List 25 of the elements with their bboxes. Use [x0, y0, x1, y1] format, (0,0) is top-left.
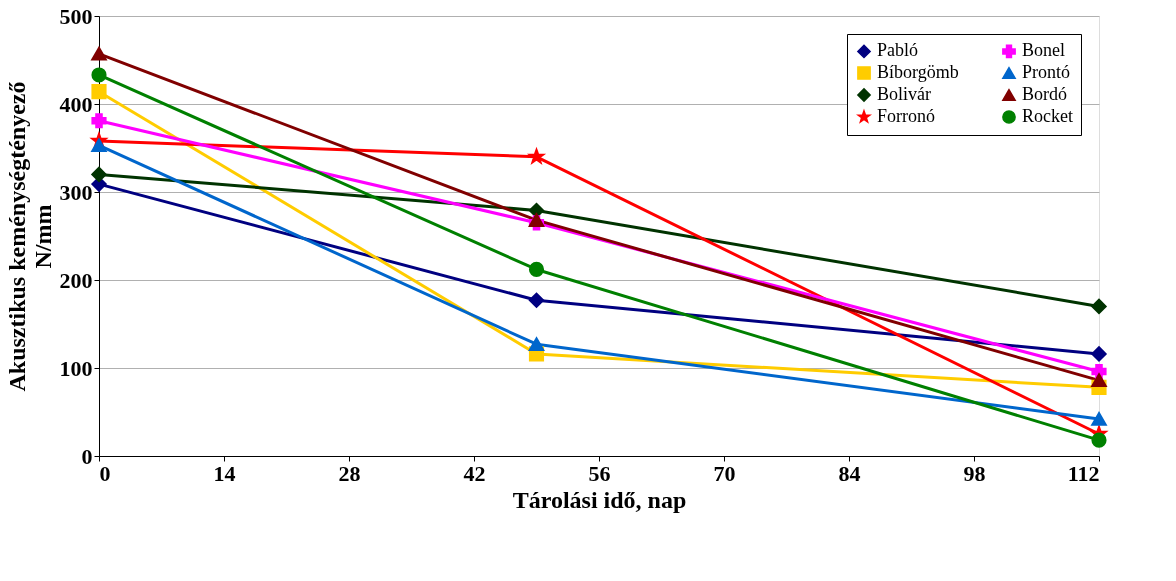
legend-label: Bolivár: [877, 84, 931, 104]
legend-label: Bordó: [1022, 84, 1067, 104]
y-tick-label: 0: [81, 443, 93, 469]
y-tick-label: 100: [59, 355, 93, 381]
x-tick-label: 14: [213, 460, 236, 486]
x-tick-label: 112: [1067, 460, 1100, 486]
y-tick-label: 300: [59, 179, 93, 205]
x-tick-label: 84: [838, 460, 861, 486]
legend-label: Bonel: [1022, 40, 1065, 61]
x-tick-label: 56: [588, 460, 611, 486]
y-tick-label: 400: [59, 91, 93, 117]
x-axis-title: Tárolási idő, nap: [512, 486, 687, 513]
x-tick-label: 28: [338, 460, 361, 486]
x-tick-label: 42: [463, 460, 486, 486]
legend-label: Bíborgömb: [877, 62, 959, 82]
legend-label: Prontó: [1022, 62, 1071, 82]
y-axis-title: Akusztikus keménységtényező N/mm: [3, 81, 56, 392]
legend-label: Pabló: [877, 40, 919, 61]
x-tick-label: 0: [99, 460, 111, 486]
x-tick-label: 98: [963, 460, 986, 486]
x-tick-label: 70: [713, 460, 736, 486]
legend-label: Forronó: [877, 106, 935, 126]
y-tick-label: 200: [59, 267, 93, 293]
y-tick-label: 500: [59, 3, 93, 29]
legend-label: Rocket: [1022, 106, 1073, 126]
